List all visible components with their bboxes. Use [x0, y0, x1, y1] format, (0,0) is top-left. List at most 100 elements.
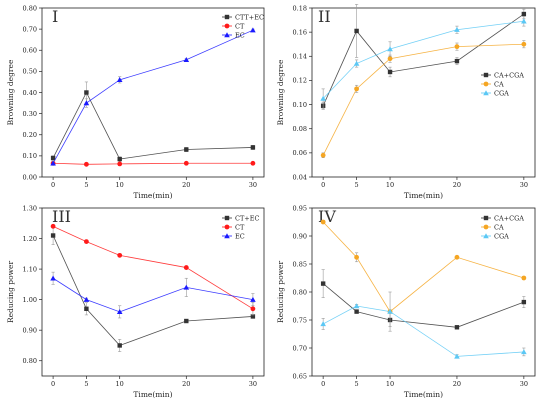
data-point: [387, 56, 393, 62]
data-point: [521, 11, 527, 17]
y-tick-label: 0.75: [293, 316, 307, 324]
data-point: [183, 284, 190, 290]
data-point: [454, 254, 460, 260]
series-ctt-ec: [50, 81, 256, 162]
y-tick-label: 0.10: [23, 152, 37, 160]
legend-label: CA: [494, 223, 504, 231]
series-cga: [320, 16, 527, 109]
data-point: [183, 160, 189, 166]
legend-marker: [224, 14, 230, 20]
data-point: [454, 26, 460, 32]
data-point: [84, 161, 89, 167]
legend-marker: [483, 72, 489, 78]
legend-marker: [483, 215, 489, 221]
x-tick-label: 30: [520, 181, 528, 189]
data-point: [116, 309, 123, 315]
legend-label: CT: [235, 223, 245, 231]
y-tick-label: 0.80: [23, 357, 37, 365]
data-point: [50, 275, 56, 281]
legend-label: CGA: [494, 89, 509, 97]
data-point: [83, 296, 90, 302]
data-point: [354, 86, 359, 92]
legend-label: CA+CGA: [494, 71, 524, 79]
data-point: [250, 145, 256, 150]
series-line: [52, 225, 254, 310]
legend-label: CTT+EC: [235, 13, 264, 21]
x-tick-label: 0: [321, 181, 325, 189]
legend-marker: [224, 224, 230, 230]
data-point: [320, 152, 326, 158]
x-tick-label: 30: [249, 181, 257, 189]
series-line: [52, 29, 254, 164]
legend-label: CA+CGA: [494, 214, 524, 222]
panel-label: II: [318, 7, 331, 26]
x-tick-label: 5: [355, 181, 359, 189]
series-cga: [320, 291, 527, 359]
y-axis-label: Browning degree: [276, 59, 285, 125]
panel-3: III 0 5 10 20 30 0.80 0.90 1.00 1.10 1.20 1.30 Time(…: [6, 204, 265, 399]
x-axis-label: Time(min): [133, 390, 172, 399]
y-tick-label: 0.30: [23, 110, 37, 118]
x-tick-label: 0: [51, 181, 55, 189]
data-point: [84, 306, 89, 311]
data-point: [521, 275, 527, 281]
y-tick-label: 0.10: [293, 101, 307, 109]
y-tick-label: 0.18: [293, 4, 307, 12]
data-point: [387, 69, 393, 75]
legend-marker: [483, 90, 489, 96]
legend-label: CGA: [494, 232, 509, 240]
legend-label: EC: [235, 232, 245, 240]
x-tick-label: 0: [51, 380, 55, 388]
y-tick-label: 1.00: [23, 296, 37, 304]
series-ec: [50, 27, 256, 166]
legend-label: CT: [235, 22, 245, 30]
y-tick-label: 0.65: [293, 372, 307, 380]
plot-frame: [41, 207, 265, 377]
data-point: [116, 77, 123, 83]
panel-4: IV 0 5 10 20 30 0.65 0.70 0.75 0.80 0.85 0.90 0.95 Ti…: [276, 204, 536, 399]
legend-label: EC: [235, 31, 245, 39]
plot-frame: [311, 7, 536, 178]
data-point: [117, 343, 122, 348]
data-point: [250, 296, 256, 302]
x-tick-label: 10: [386, 181, 394, 189]
plot-frame: [41, 7, 265, 178]
legend-marker: [483, 233, 489, 239]
y-axis-label: Browning degree: [6, 59, 15, 125]
y-tick-label: 0.90: [23, 326, 37, 334]
x-tick-label: 20: [453, 181, 461, 189]
data-point: [250, 314, 256, 319]
panel-2: II 0 5 10 20 30 0.04 0.06 0.08 0.10 0.12 0.14 0.16 0.…: [276, 4, 536, 200]
legend-marker: [224, 23, 230, 29]
y-tick-label: 0.90: [293, 232, 307, 240]
data-point: [83, 100, 90, 106]
y-axis-label: Reducing power: [6, 261, 15, 324]
x-tick-label: 20: [182, 181, 190, 189]
y-tick-label: 0.12: [293, 77, 307, 85]
legend-marker: [483, 224, 489, 230]
legend-marker: [224, 233, 230, 239]
data-point: [353, 60, 360, 66]
x-tick-label: 20: [182, 380, 190, 388]
data-point: [354, 254, 359, 260]
data-point: [353, 303, 360, 309]
x-tick-label: 5: [84, 380, 88, 388]
y-tick-label: 0.50: [23, 68, 37, 76]
y-tick-label: 0.95: [293, 204, 307, 212]
data-point: [117, 156, 122, 162]
y-tick-label: 0.60: [23, 47, 37, 55]
data-point: [250, 306, 256, 312]
data-point: [250, 160, 256, 166]
legend-label: CT+EC: [235, 214, 260, 222]
data-point: [521, 41, 527, 47]
x-tick-label: 10: [116, 181, 124, 189]
legend-marker: [483, 81, 489, 87]
data-point: [320, 219, 326, 225]
series-line: [322, 43, 524, 156]
y-axis-label: Reducing power: [276, 261, 285, 324]
y-tick-label: 0.80: [23, 4, 37, 12]
